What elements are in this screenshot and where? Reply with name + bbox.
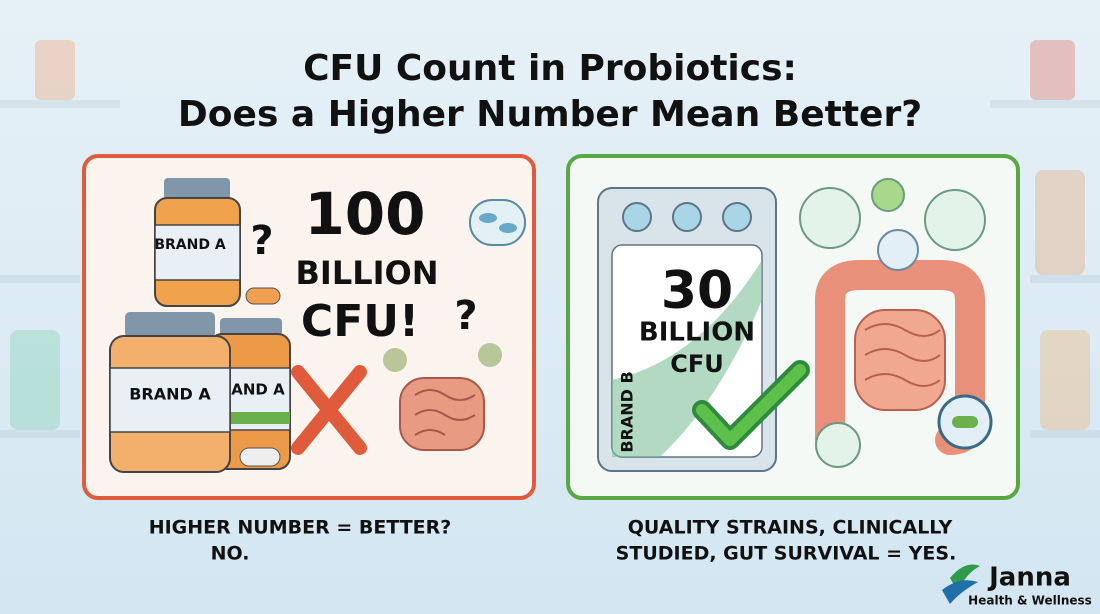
caption-line: QUALITY STRAINS, CLINICALLY — [628, 517, 953, 539]
caption-line: HIGHER NUMBER = BETTER? — [149, 517, 452, 539]
pack-label: BRAND B — [618, 371, 637, 452]
shelf-bottle — [35, 40, 75, 100]
bacterium — [479, 213, 497, 223]
shelf — [0, 430, 80, 438]
shelf — [0, 275, 80, 283]
pill — [722, 202, 752, 232]
pack-swoosh — [612, 260, 762, 457]
gut-folds — [414, 389, 476, 436]
bacteria-circle — [871, 178, 905, 212]
bacteria-circle — [924, 189, 986, 251]
shelf-bottle — [1030, 40, 1075, 100]
pill — [622, 202, 652, 232]
gas-cloud — [478, 343, 502, 367]
jar-label — [109, 367, 231, 433]
cross-mark — [291, 365, 367, 455]
shelf — [1030, 430, 1100, 438]
bacteria-circle — [877, 229, 919, 271]
claim-number: 30 — [661, 261, 733, 321]
jar-cap — [220, 318, 282, 336]
shelf-bottle — [1035, 170, 1085, 275]
capsule — [245, 287, 281, 305]
gas-cloud — [383, 348, 407, 372]
jar-label-text: BRAND A — [154, 237, 225, 253]
claim-number: 100 — [304, 180, 425, 248]
check-mark-inner — [696, 364, 806, 446]
jar-cap — [125, 312, 215, 338]
logo-tagline: Health & Wellness — [968, 594, 1092, 608]
caption-line: NO. — [211, 543, 250, 565]
claim-line: BILLION — [296, 254, 439, 292]
shelf-bottle — [1040, 330, 1090, 430]
capsule — [952, 416, 978, 428]
shelf — [990, 100, 1100, 108]
shelf — [1030, 275, 1100, 283]
bacteria-circle — [815, 422, 861, 468]
logo-wave — [942, 580, 978, 604]
claim-line: CFU! — [301, 296, 419, 347]
bacteria-circle — [799, 187, 861, 249]
shelf — [0, 100, 120, 108]
capsule — [239, 447, 281, 467]
pill — [672, 202, 702, 232]
shelf-bottle — [10, 330, 60, 430]
title-line: CFU Count in Probiotics: — [303, 48, 797, 89]
gut-folds — [864, 323, 941, 387]
bacteria-bubble — [469, 199, 526, 246]
jar-label-text: AND A — [231, 381, 285, 399]
jar-label-text: BRAND A — [129, 385, 211, 404]
title-line: Does a Higher Number Mean Better? — [178, 94, 922, 135]
jar-label — [154, 224, 241, 281]
claim-line: BILLION — [639, 318, 755, 348]
claim-line: CFU — [670, 350, 724, 378]
jar-label-stripe — [230, 412, 290, 424]
caption-line: STUDIED, GUT SURVIVAL = YES. — [616, 543, 957, 565]
jar-cap — [164, 178, 230, 200]
question-mark: ? — [250, 218, 273, 264]
bacterium — [499, 223, 517, 233]
question-mark: ? — [454, 293, 477, 339]
logo-name: Janna — [987, 563, 1071, 593]
shelves — [0, 40, 1100, 438]
